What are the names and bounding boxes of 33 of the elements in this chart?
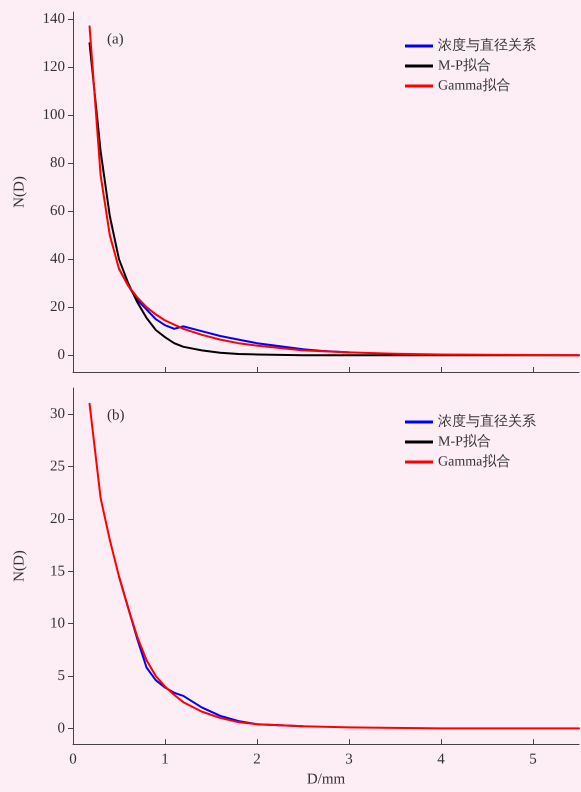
y-tick-label: 0 bbox=[58, 720, 65, 736]
legend-label: 浓度与直径关系 bbox=[438, 414, 536, 430]
y-tick-label: 0 bbox=[58, 347, 65, 364]
y-tick-label: 25 bbox=[50, 458, 65, 475]
line-series bbox=[88, 402, 580, 730]
x-axis-title: D/mm bbox=[306, 772, 346, 788]
x-tick-label: 1 bbox=[161, 752, 169, 768]
legend-label: M-P拟合 bbox=[438, 58, 491, 74]
y-tick-label: 30 bbox=[50, 406, 65, 422]
annotation: (a) bbox=[107, 32, 124, 48]
y-tick-label: 60 bbox=[50, 203, 65, 220]
y-tick-label: 15 bbox=[50, 563, 65, 580]
y-tick-label: 80 bbox=[50, 155, 65, 172]
x-tick-label: 4 bbox=[437, 752, 446, 768]
y-axis-title: N(D) bbox=[12, 550, 28, 582]
x-tick-label: 0 bbox=[69, 752, 77, 768]
x-tick-label: 2 bbox=[253, 752, 261, 768]
y-tick-label: 140 bbox=[42, 11, 65, 28]
x-tick-label: 3 bbox=[345, 752, 353, 768]
legend-label: Gamma拟合 bbox=[438, 78, 510, 94]
y-tick-label: 20 bbox=[50, 510, 65, 527]
y-tick-label: 20 bbox=[50, 299, 65, 316]
y-tick-label: 40 bbox=[50, 251, 65, 268]
y-tick-label: 120 bbox=[42, 59, 65, 76]
x-tick-label: 5 bbox=[529, 752, 537, 768]
legend-label: M-P拟合 bbox=[438, 434, 491, 450]
legend-label: Gamma拟合 bbox=[438, 454, 510, 470]
y-tick-label: 5 bbox=[58, 668, 65, 684]
y-tick-label: 10 bbox=[50, 616, 65, 632]
y-axis-title: N(D) bbox=[12, 176, 28, 208]
legend-label: 浓度与直径关系 bbox=[438, 38, 536, 54]
y-tick-label: 100 bbox=[42, 107, 65, 124]
annotation: (b) bbox=[107, 408, 124, 424]
